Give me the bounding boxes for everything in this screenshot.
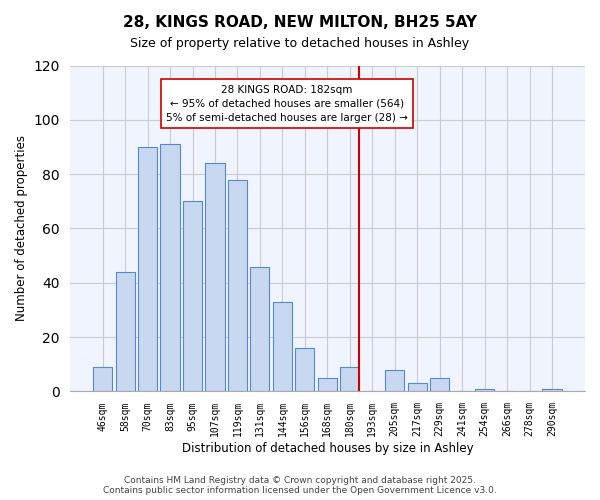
Bar [160, 144, 179, 392]
Bar [407, 384, 427, 392]
Bar [475, 389, 494, 392]
Text: Size of property relative to detached houses in Ashley: Size of property relative to detached ho… [130, 38, 470, 51]
Bar [116, 272, 134, 392]
Bar [542, 389, 562, 392]
Bar [340, 367, 359, 392]
Bar [295, 348, 314, 392]
Bar [183, 202, 202, 392]
Bar [228, 180, 247, 392]
Y-axis label: Number of detached properties: Number of detached properties [15, 136, 28, 322]
Bar [138, 147, 157, 392]
Bar [318, 378, 337, 392]
Text: 28 KINGS ROAD: 182sqm
← 95% of detached houses are smaller (564)
5% of semi-deta: 28 KINGS ROAD: 182sqm ← 95% of detached … [166, 84, 408, 122]
X-axis label: Distribution of detached houses by size in Ashley: Distribution of detached houses by size … [182, 442, 473, 455]
Text: Contains HM Land Registry data © Crown copyright and database right 2025.
Contai: Contains HM Land Registry data © Crown c… [103, 476, 497, 495]
Bar [93, 367, 112, 392]
Text: 28, KINGS ROAD, NEW MILTON, BH25 5AY: 28, KINGS ROAD, NEW MILTON, BH25 5AY [123, 15, 477, 30]
Bar [385, 370, 404, 392]
Bar [250, 266, 269, 392]
Bar [205, 164, 224, 392]
Bar [430, 378, 449, 392]
Bar [273, 302, 292, 392]
